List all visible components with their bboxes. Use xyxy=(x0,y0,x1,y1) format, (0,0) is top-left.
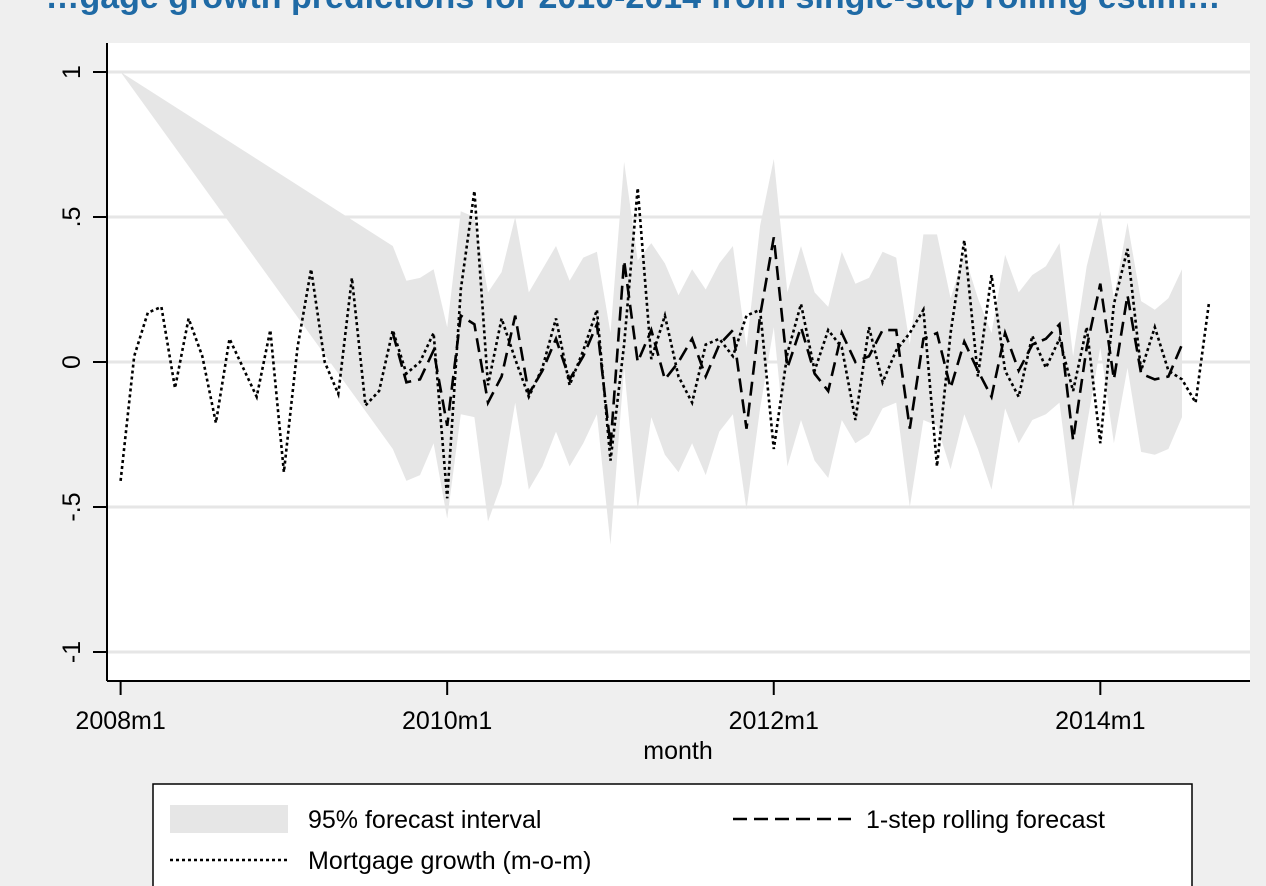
x-tick-label: 2014m1 xyxy=(1055,707,1145,735)
x-tick-label: 2008m1 xyxy=(75,707,165,735)
axes: 1 .5 0 -.5 -1 2008m1 2010m1 2012m1 2014m1 xyxy=(58,43,1250,735)
y-tick-label: 0 xyxy=(58,355,86,369)
y-tick-label: .5 xyxy=(58,207,86,228)
chart-title: …gage growth predictions for 2010-2014 f… xyxy=(45,0,1220,16)
legend-label-band: 95% forecast interval xyxy=(308,806,541,834)
forecast-series-line xyxy=(391,237,1184,447)
legend-label-forecast: 1-step rolling forecast xyxy=(866,806,1105,834)
y-tick-label: -1 xyxy=(58,641,86,663)
legend: 95% forecast interval 1-step rolling fore… xyxy=(152,783,1193,886)
x-axis-title: month xyxy=(643,737,712,765)
legend-box xyxy=(152,783,1193,886)
y-tick-label: 1 xyxy=(58,65,86,79)
forecast-interval-band xyxy=(120,72,1183,545)
legend-label-actual: Mortgage growth (m-o-m) xyxy=(308,847,591,875)
mortgage-growth-series-line xyxy=(119,187,1211,499)
x-tick-label: 2010m1 xyxy=(402,707,492,735)
x-tick-label: 2012m1 xyxy=(729,707,819,735)
legend-band-swatch xyxy=(170,805,288,833)
y-tick-label: -.5 xyxy=(58,492,86,521)
